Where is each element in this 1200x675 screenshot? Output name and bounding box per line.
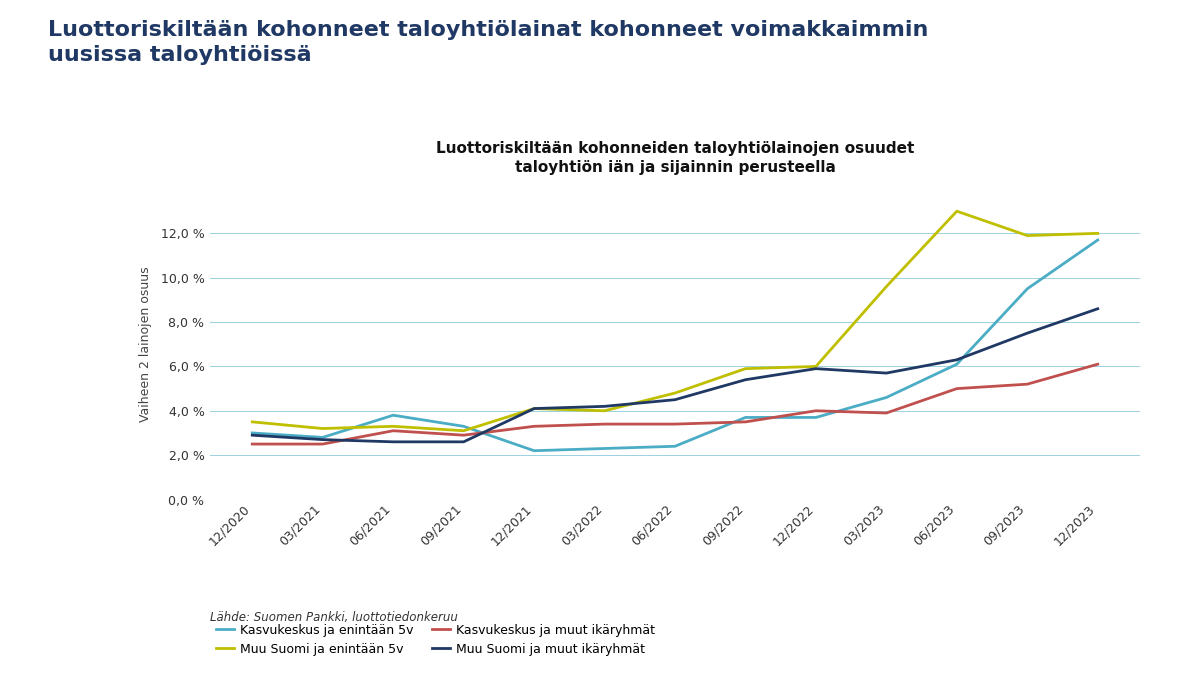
Text: Lähde: Suomen Pankki, luottotiedonkeruu: Lähde: Suomen Pankki, luottotiedonkeruu: [210, 612, 458, 624]
Text: FIN-FSA: FIN-FSA: [66, 633, 134, 648]
Text: FINANSSIVALVONTA: FINANSSIVALVONTA: [66, 656, 168, 666]
Text: 13.3.2024    17: 13.3.2024 17: [1081, 653, 1176, 666]
Title: Luottoriskiltään kohonneiden taloyhtiölainojen osuudet
taloyhtiön iän ja sijainn: Luottoriskiltään kohonneiden taloyhtiöla…: [436, 140, 914, 176]
Bar: [24, 626, 50, 668]
Text: Luottoriskiltään kohonneet taloyhtiölainat kohonneet voimakkaimmin
uusissa taloy: Luottoriskiltään kohonneet taloyhtiölain…: [48, 20, 929, 65]
Text: Julkinen / SP/FIVA-EI RAJOITETTU: Julkinen / SP/FIVA-EI RAJOITETTU: [974, 632, 1176, 645]
Y-axis label: Vaiheen 2 lainojen osuus: Vaiheen 2 lainojen osuus: [139, 267, 152, 422]
Legend: Kasvukeskus ja enintään 5v, Muu Suomi ja enintään 5v, Kasvukeskus ja muut ikäryh: Kasvukeskus ja enintään 5v, Muu Suomi ja…: [216, 624, 655, 656]
